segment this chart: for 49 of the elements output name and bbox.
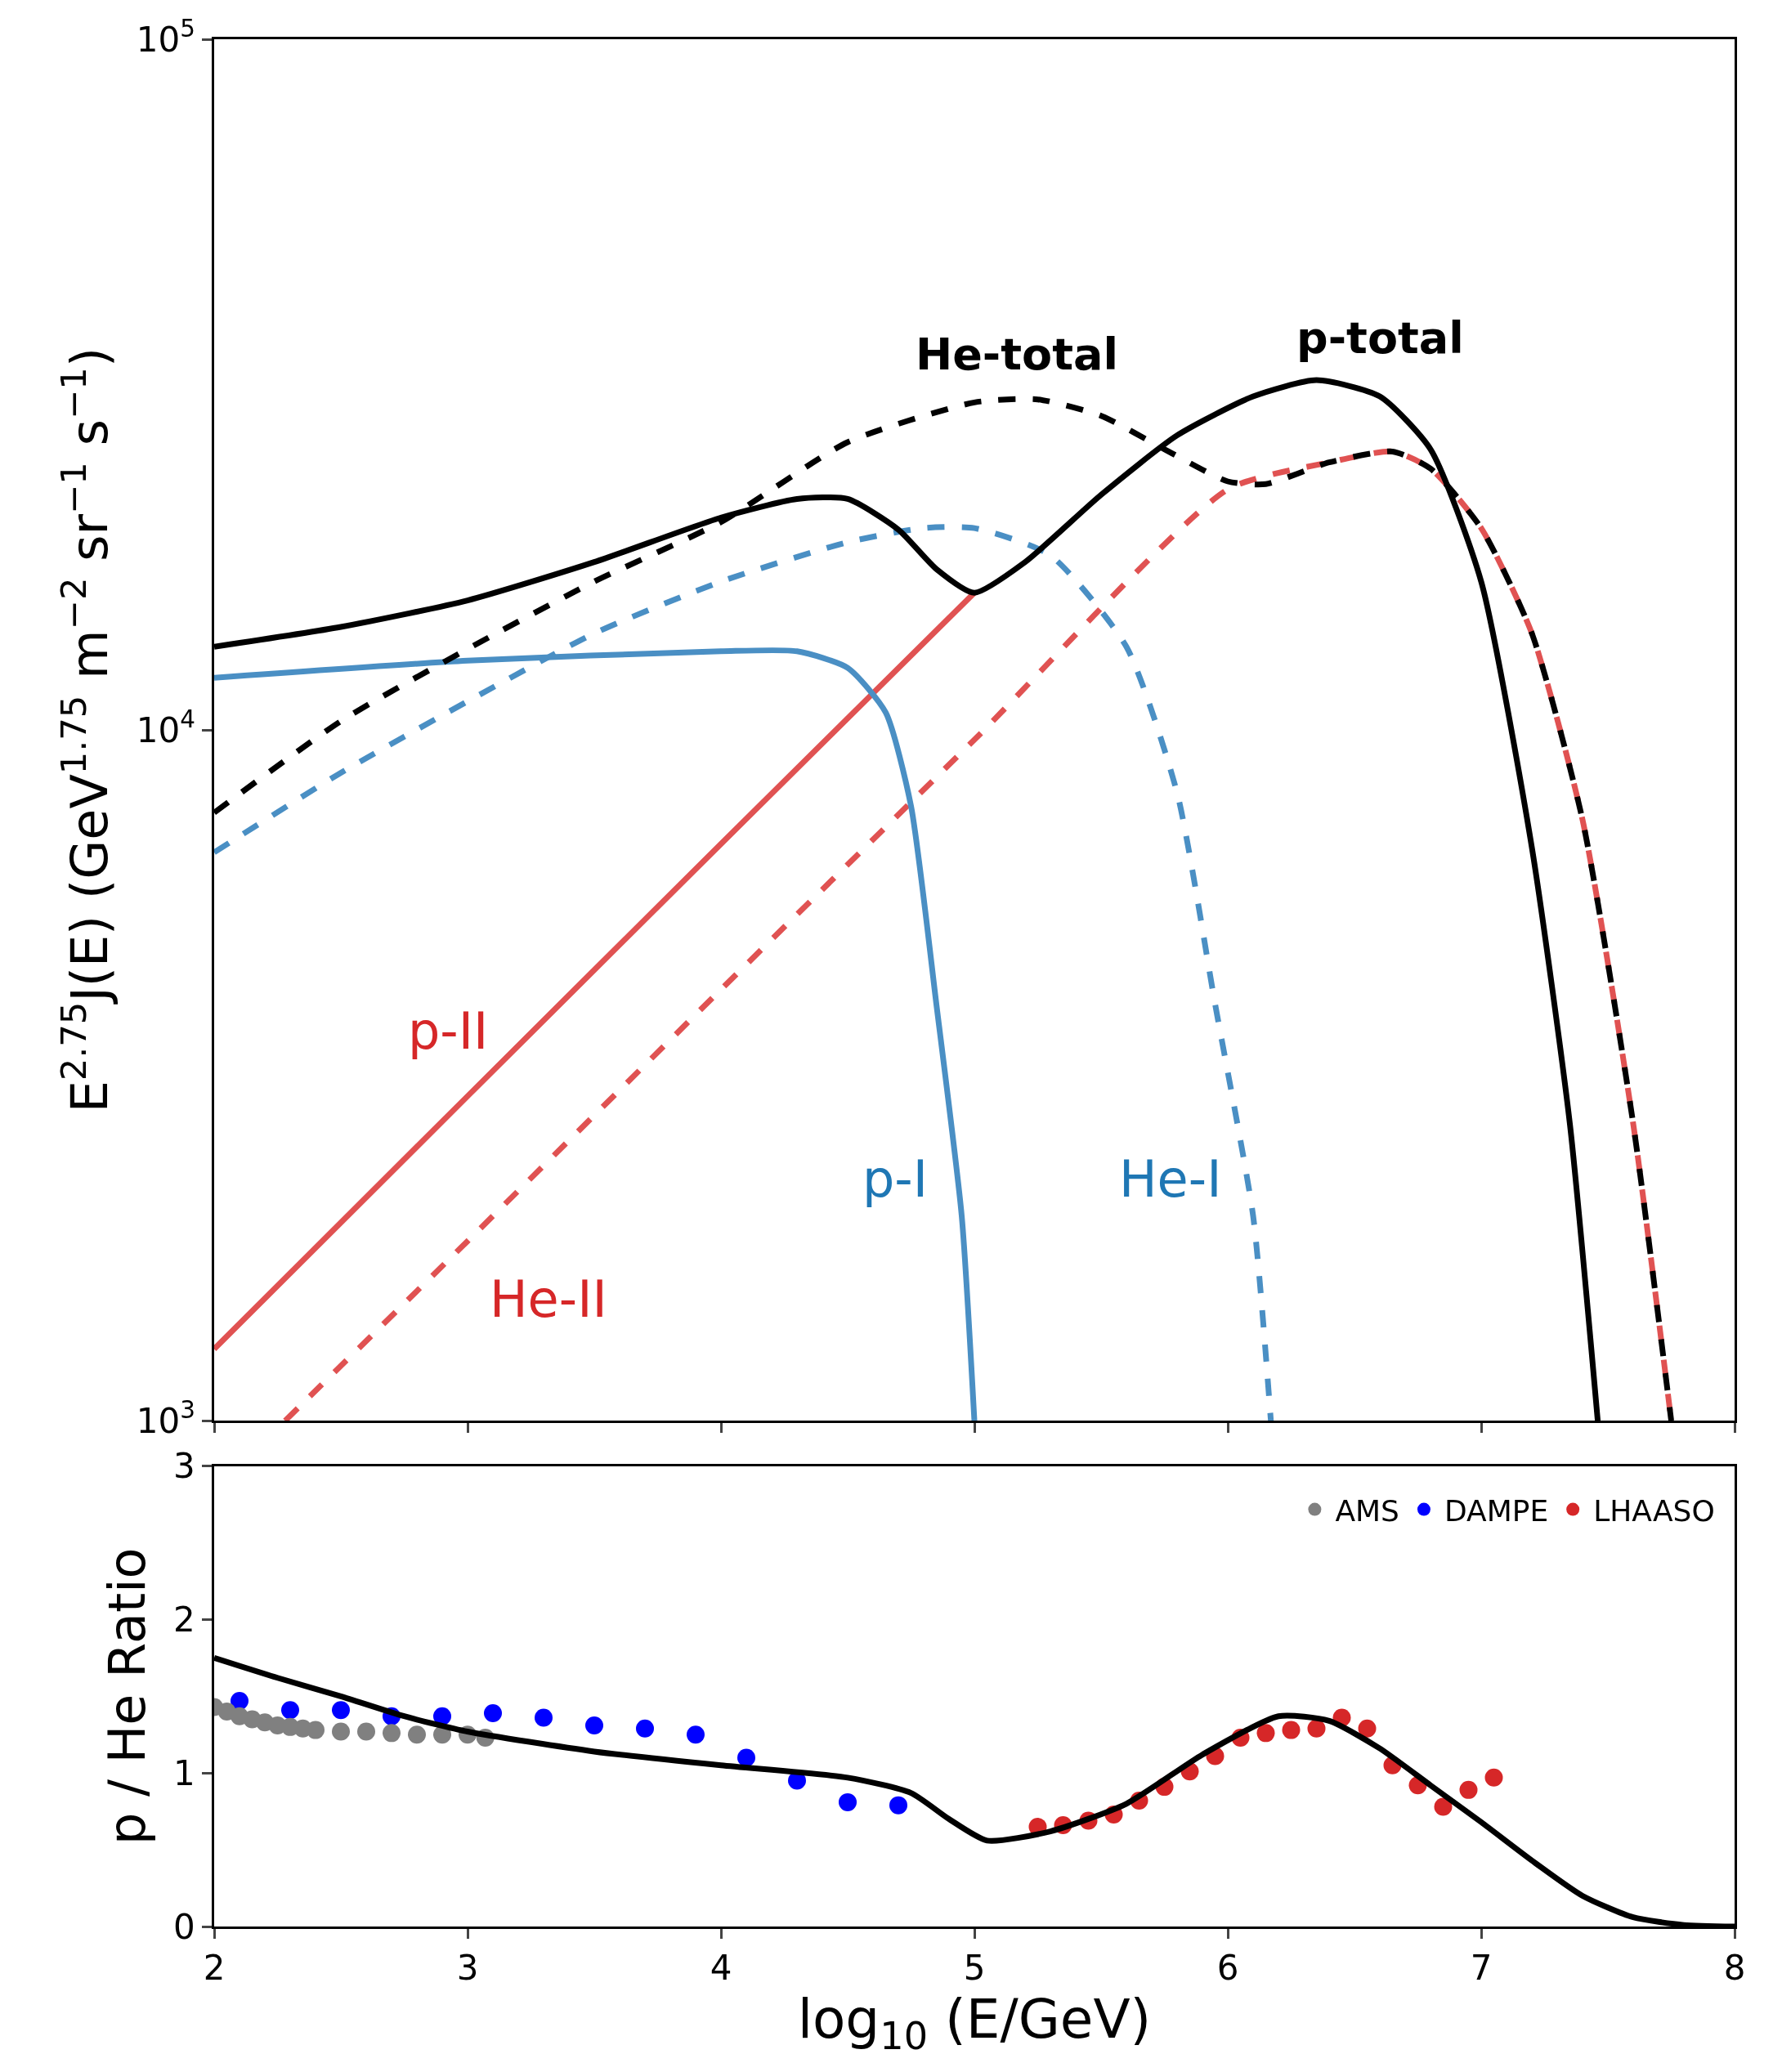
y-tick-label: 10$^{3}$ (136, 1396, 195, 1441)
series-label: He-I (1119, 1149, 1222, 1209)
point (636, 1719, 654, 1738)
y-axis-title: p / He Ratio (96, 1547, 157, 1845)
point (433, 1707, 451, 1725)
point (332, 1722, 350, 1741)
point (383, 1724, 401, 1743)
legend-label: DAMPE (1444, 1493, 1549, 1528)
legend-label: AMS (1335, 1493, 1399, 1528)
point (332, 1701, 350, 1720)
point (281, 1701, 299, 1720)
x-tick-label: 8 (1723, 1948, 1746, 1989)
x-axis-title: log$_{10}$ (E/GeV) (797, 1988, 1152, 2059)
point (1484, 1768, 1503, 1787)
point (484, 1703, 502, 1722)
point (839, 1792, 857, 1811)
x-tick-label: 3 (456, 1948, 479, 1989)
series-label: p-I (862, 1149, 929, 1209)
y-tick-label: 1 (173, 1752, 195, 1793)
series-label: He-total (916, 329, 1118, 380)
point (1282, 1721, 1301, 1739)
x-tick-label: 6 (1216, 1948, 1239, 1989)
point (1459, 1780, 1478, 1799)
point (231, 1691, 248, 1710)
point (1307, 1719, 1326, 1738)
y-tick-label: 10$^{5}$ (136, 15, 195, 60)
point (408, 1725, 426, 1744)
point (1256, 1724, 1275, 1743)
point (687, 1725, 705, 1744)
y-tick-label: 10$^{4}$ (136, 705, 195, 750)
x-tick-label: 5 (963, 1948, 986, 1989)
x-tick-label: 7 (1470, 1948, 1493, 1989)
point (535, 1708, 553, 1727)
series-label: p-II (408, 1001, 489, 1061)
x-tick-label: 2 (203, 1948, 226, 1989)
y-tick-label: 0 (173, 1906, 195, 1947)
point (585, 1716, 603, 1734)
point (737, 1748, 755, 1767)
series-label: He-II (490, 1269, 607, 1329)
point (1434, 1797, 1453, 1816)
point (307, 1721, 325, 1739)
series-label: p-total (1296, 312, 1464, 364)
y-tick-label: 3 (173, 1446, 195, 1487)
point (1358, 1719, 1377, 1738)
point (357, 1722, 375, 1741)
point (889, 1796, 907, 1815)
x-tick-label: 4 (710, 1948, 732, 1989)
y-tick-label: 2 (173, 1600, 195, 1640)
legend-label: LHAASO (1593, 1493, 1715, 1528)
